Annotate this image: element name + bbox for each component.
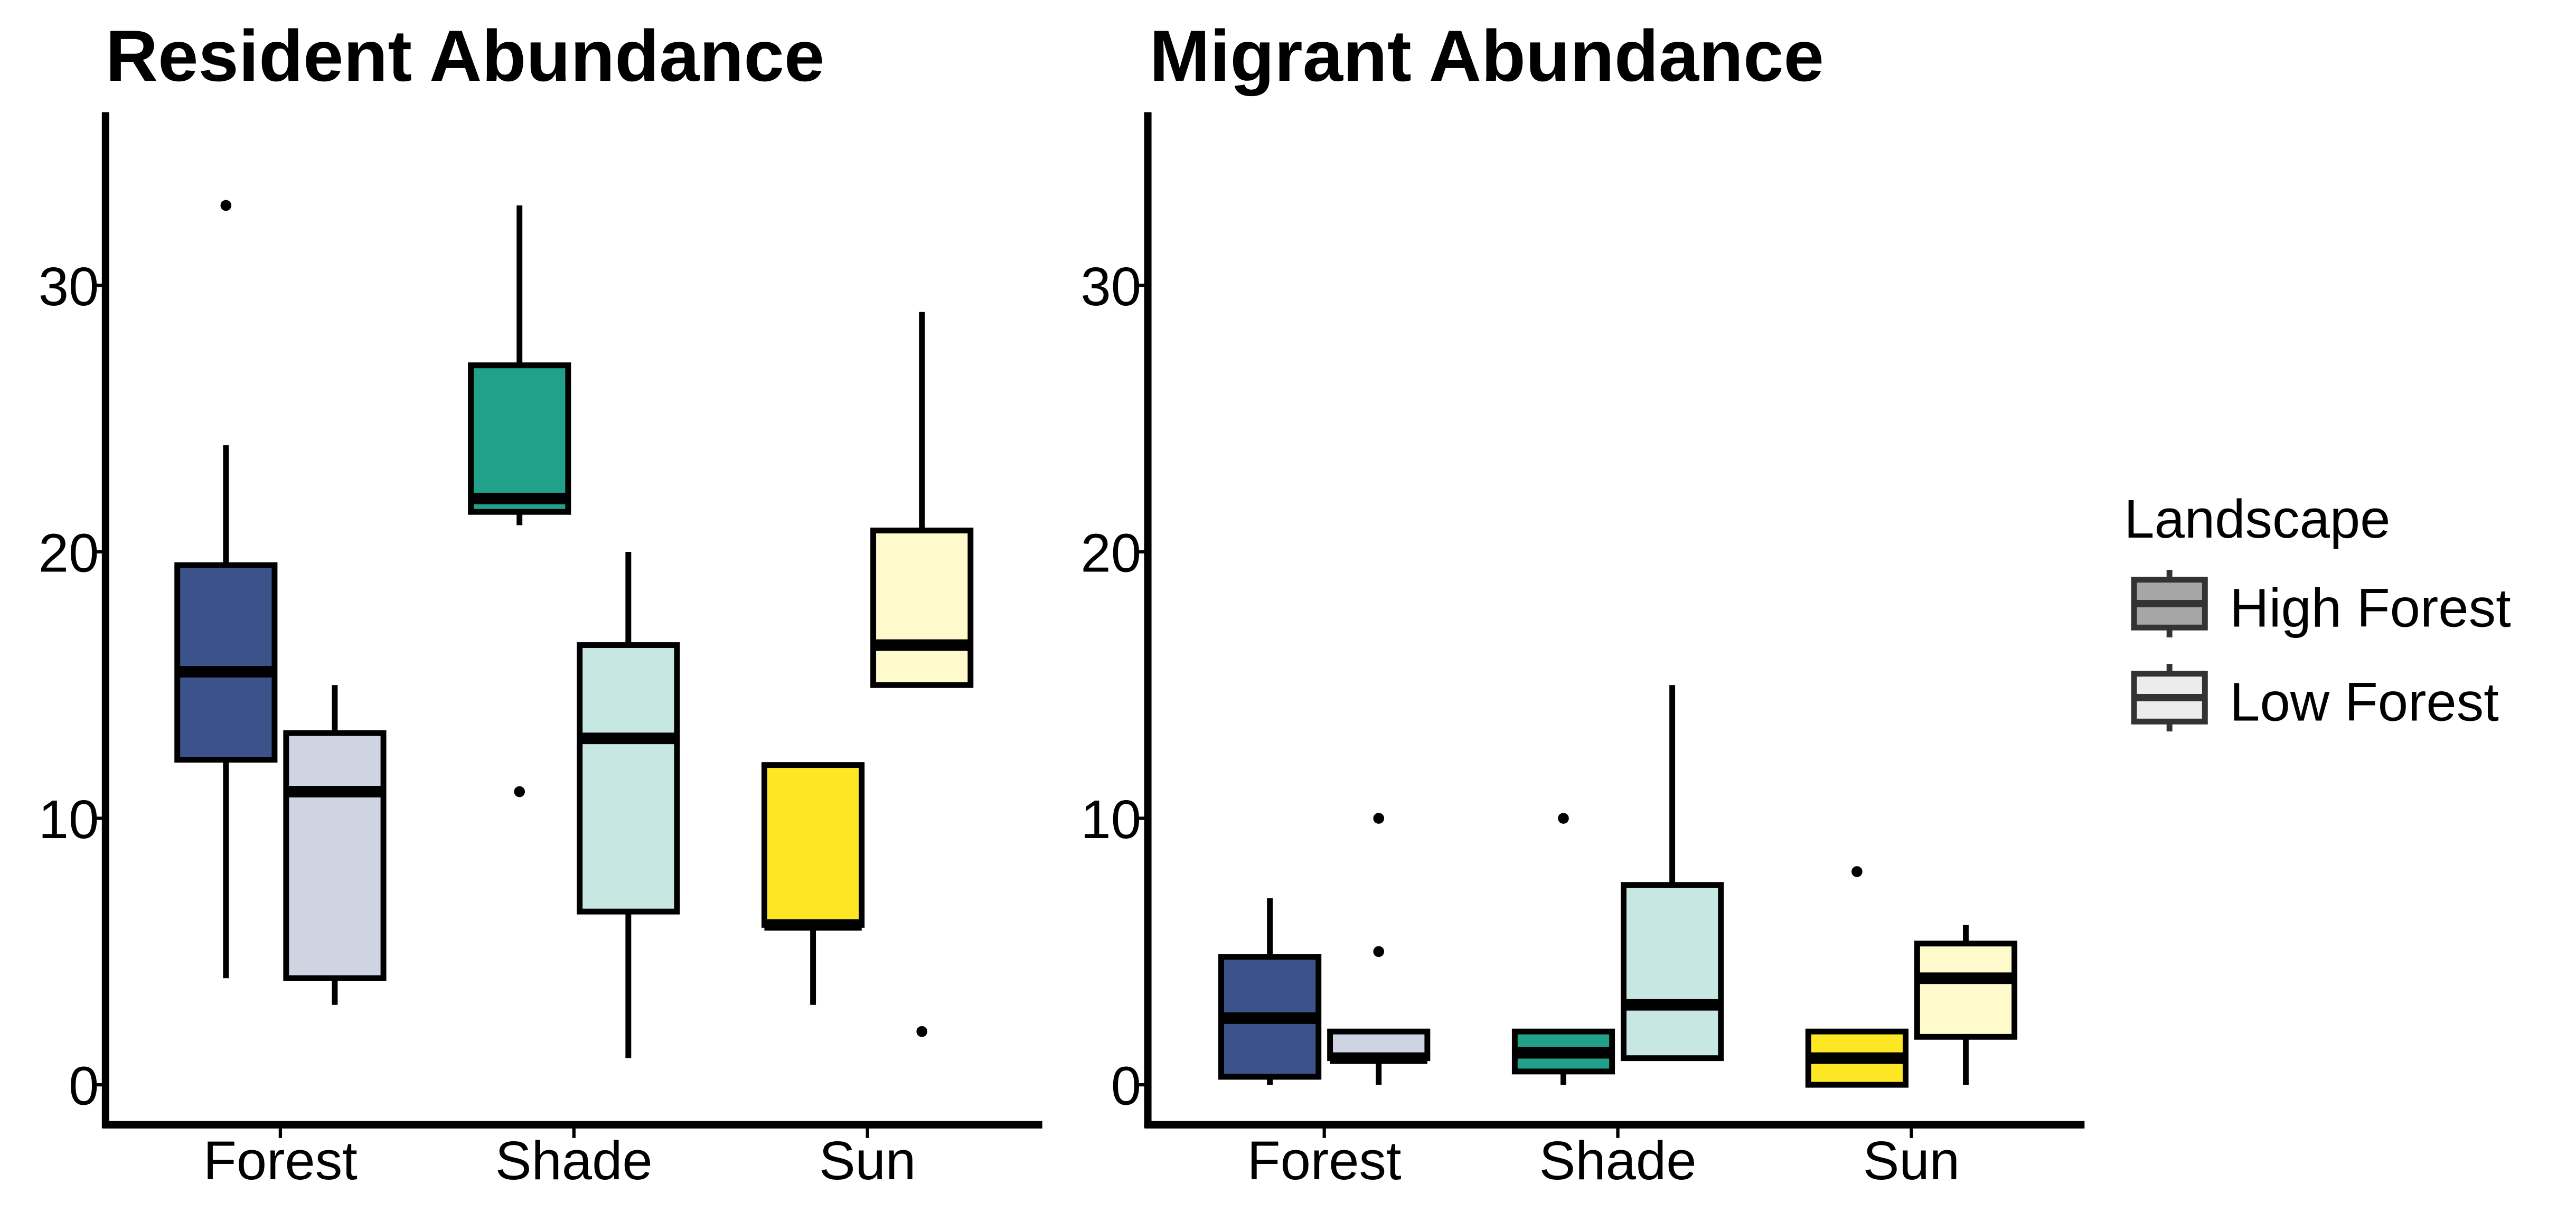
- x-tick-label-sun: Sun: [819, 1130, 916, 1191]
- y-tick-label: 30: [39, 256, 99, 317]
- y-tick-label: 10: [1080, 789, 1141, 850]
- box-shade-low-forest: [577, 551, 680, 1058]
- y-tick-label: 0: [69, 1056, 99, 1116]
- outlier-point: [220, 200, 232, 211]
- box-body: [468, 362, 571, 515]
- box-shade-high-forest: [468, 205, 571, 797]
- box-body: [870, 528, 974, 688]
- box-body: [577, 642, 680, 915]
- y-tick-label: 0: [1111, 1056, 1141, 1116]
- box-body: [1621, 882, 1724, 1061]
- box-body: [283, 730, 387, 981]
- panel-title-migrant: Migrant Abundance: [1150, 16, 1824, 97]
- legend-key-high-forest: [2131, 569, 2208, 638]
- box-sun-high-forest: [1805, 866, 1909, 1088]
- box-body: [174, 562, 278, 763]
- panel-resident: 0 10 20 30 Forest Shade Sun: [39, 112, 1042, 1191]
- panel-title-resident: Resident Abundance: [106, 16, 824, 97]
- outlier-point: [514, 786, 525, 797]
- legend-title: Landscape: [2124, 488, 2390, 549]
- x-tick-label-shade: Shade: [495, 1130, 653, 1191]
- box-body: [1914, 941, 2018, 1040]
- outlier-point: [1373, 946, 1385, 957]
- x-tick-label-sun: Sun: [1863, 1130, 1960, 1191]
- legend: Landscape High Forest Low Forest: [2124, 488, 2511, 732]
- y-tick-label: 20: [1080, 522, 1141, 583]
- y-tick-label: 20: [39, 522, 99, 583]
- outlier-point: [1558, 813, 1569, 824]
- legend-label-low-forest: Low Forest: [2230, 672, 2499, 732]
- box-shade-low-forest: [1621, 685, 1724, 1061]
- panel-migrant: 0 10 20 30 Forest Shade Sun: [1080, 112, 2085, 1191]
- x-tick-label-forest: Forest: [1247, 1130, 1402, 1191]
- box-forest-low-forest: [1327, 813, 1431, 1085]
- box-shade-high-forest: [1511, 813, 1615, 1085]
- legend-key-low-forest: [2131, 663, 2208, 732]
- box-sun-low-forest: [870, 312, 974, 1037]
- x-tick-label-forest: Forest: [203, 1130, 358, 1191]
- y-tick-label: 30: [1080, 256, 1141, 317]
- box-forest-high-forest: [174, 200, 278, 979]
- outlier-point: [916, 1026, 928, 1037]
- outlier-point: [1373, 813, 1385, 824]
- box-forest-high-forest: [1218, 898, 1322, 1085]
- box-sun-low-forest: [1914, 925, 2018, 1085]
- legend-label-high-forest: High Forest: [2230, 578, 2511, 638]
- box-body: [761, 762, 865, 928]
- x-tick-label-shade: Shade: [1539, 1130, 1697, 1191]
- y-tick-label: 10: [39, 789, 99, 850]
- box-forest-low-forest: [283, 685, 387, 1005]
- outlier-point: [1851, 866, 1863, 877]
- box-sun-high-forest: [761, 762, 865, 1005]
